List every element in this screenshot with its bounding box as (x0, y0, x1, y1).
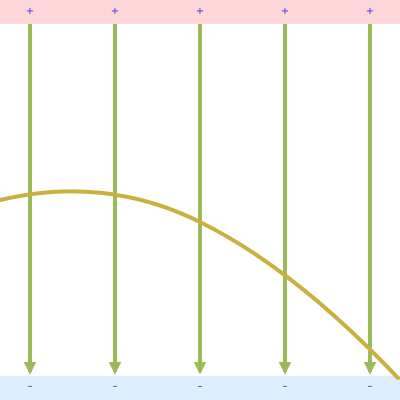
negative-plate (0, 376, 400, 400)
particle-trajectory (0, 189, 400, 380)
positive-charge-sign: + (196, 6, 204, 17)
positive-charge-sign: + (281, 6, 289, 17)
negative-charge-sign: – (283, 381, 288, 392)
negative-charge-sign: – (28, 381, 33, 392)
negative-charge-sign: – (113, 381, 118, 392)
positive-charge-sign: + (26, 6, 34, 17)
positive-charges: + + + + + (26, 6, 374, 17)
negative-charges: – – – – – (28, 381, 373, 392)
negative-charge-sign: – (368, 381, 373, 392)
positive-charge-sign: + (366, 6, 374, 17)
negative-charge-sign: – (198, 381, 203, 392)
field-lines (23, 24, 377, 375)
positive-plate (0, 0, 400, 24)
positive-charge-sign: + (111, 6, 119, 17)
